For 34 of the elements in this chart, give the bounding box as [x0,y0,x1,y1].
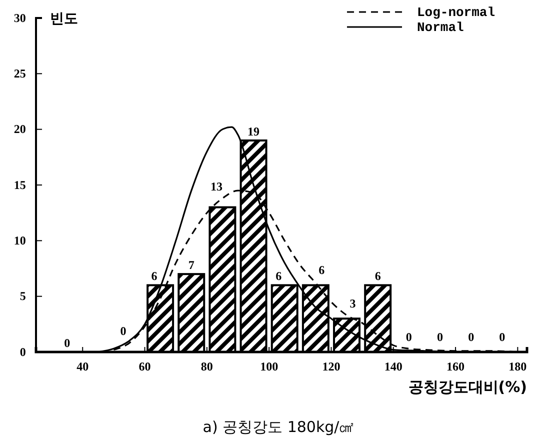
data-label: 6 [276,269,282,284]
data-label: 0 [499,330,506,344]
data-label: 19 [248,124,260,138]
y-tick-label: 10 [14,234,26,248]
x-tick-label: 80 [200,360,213,374]
data-label: 3 [350,296,356,311]
data-label: 6 [318,263,325,278]
data-label: 0 [406,330,412,344]
x-tick-label: 180 [508,360,527,374]
x-tick-label: 40 [76,360,89,374]
data-label: 0 [436,330,443,344]
y-tick-label: 0 [20,344,26,359]
x-axis-title: 공칭강도대비(%) [408,378,527,396]
data-label: 0 [120,324,126,338]
data-label: 13 [210,179,222,194]
text: a) 공칭강도 180kg/㎠ [202,418,354,436]
x-tick-label: 140 [384,360,402,374]
y-tick-label: 15 [14,178,26,192]
y-tick-label: 20 [14,122,26,136]
data-label: 0 [468,330,474,344]
x-tick-label: 100 [260,360,278,374]
x-tick-label: 120 [322,360,340,374]
legend-label: Log-normal [417,5,496,20]
data-label: 6 [151,269,158,284]
data-label: 7 [188,258,194,272]
data-label: 6 [374,269,381,284]
legend-label: Normal [417,20,464,35]
y-axis-title: 빈도 [50,11,78,27]
y-tick-label: 30 [14,10,26,25]
y-tick-label: 5 [20,289,26,304]
y-tick-label: 25 [14,66,26,81]
data-label: 0 [64,336,70,350]
x-tick-label: 60 [138,360,151,374]
x-tick-label: 160 [446,360,465,374]
